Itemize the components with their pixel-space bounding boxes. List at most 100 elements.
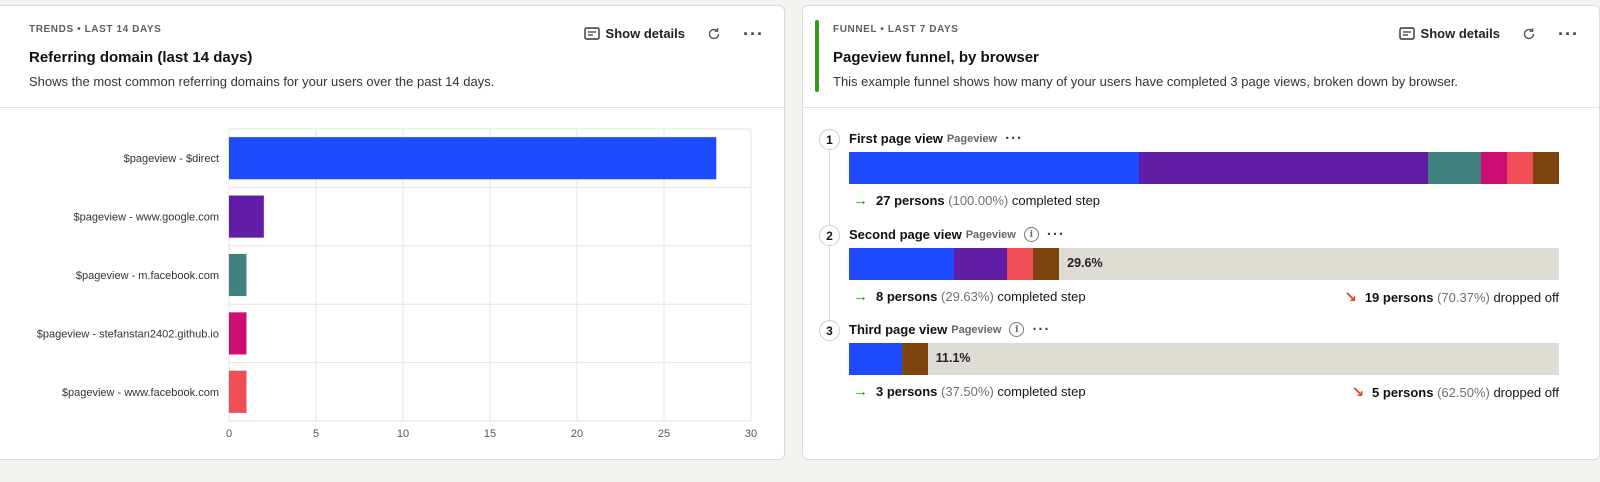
step-name: Third page view: [849, 322, 948, 337]
step-number: 2: [819, 225, 840, 246]
step-title[interactable]: First page view Pageview ···: [849, 129, 1024, 147]
trends-show-details-label: Show details: [605, 26, 686, 41]
funnel-show-details-button[interactable]: Show details: [1398, 26, 1501, 41]
completed-text: 3 persons (37.50%) completed step: [876, 384, 1086, 399]
trends-card-header: TRENDS • LAST 14 DAYS Referring domain (…: [0, 6, 784, 108]
funnel-bar[interactable]: [849, 248, 1559, 280]
dropped-percent: (62.50%): [1433, 384, 1490, 400]
funnel-refresh-button[interactable]: [1522, 27, 1536, 41]
referring-domain-chart: 0 5 10 15 20 25 30 $pageview - $direct $pageview…: [0, 109, 784, 459]
funnel-bar-segment: [1006, 248, 1033, 280]
y-category-label: $pageview - www.facebook.com: [62, 387, 219, 399]
x-tick-label: 25: [658, 428, 670, 440]
funnel-bar-segment: [849, 343, 902, 375]
funnel-description: This example funnel shows how many of yo…: [833, 74, 1459, 89]
trends-description: Shows the most common referring domains …: [29, 74, 495, 89]
step-title[interactable]: Third page view Pageview i ···: [849, 322, 1050, 337]
funnel-bar-segment: [849, 248, 955, 280]
completed-stat: → 8 persons (29.63%) completed step: [853, 288, 1086, 305]
y-category-label: $pageview - www.google.com: [73, 212, 219, 224]
info-icon[interactable]: i: [1023, 227, 1039, 242]
y-category-label: $pageview - $direct: [124, 153, 219, 165]
completed-percent: (100.00%): [944, 193, 1009, 208]
bar: [228, 136, 717, 180]
dropped-percent: (70.37%): [1433, 289, 1490, 305]
bar: [228, 370, 247, 414]
x-tick-label: 15: [484, 428, 496, 440]
details-icon: [1398, 27, 1415, 40]
dropped-stat: ↘ 19 persons (70.37%) dropped off: [1344, 288, 1559, 306]
funnel-eyebrow: FUNNEL • LAST 7 DAYS: [833, 24, 959, 35]
bar: [228, 253, 247, 297]
trends-eyebrow: TRENDS • LAST 14 DAYS: [29, 24, 162, 35]
dropped-count: 5 persons: [1372, 384, 1434, 400]
dropped-label: dropped off: [1489, 384, 1559, 400]
completed-percent: (37.50%): [937, 384, 994, 399]
funnel-title[interactable]: Pageview funnel, by browser: [833, 49, 1039, 66]
funnel-bar-segment: [1032, 248, 1060, 280]
step-more-button[interactable]: ···: [1046, 225, 1065, 243]
bar: [228, 311, 247, 355]
completed-label: completed step: [993, 384, 1086, 399]
trends-show-details-button[interactable]: Show details: [583, 26, 686, 41]
step-event: Pageview: [946, 132, 998, 145]
x-tick-label: 30: [745, 428, 757, 440]
details-icon: [583, 27, 600, 40]
completed-label: completed step: [1008, 193, 1101, 208]
x-tick-label: 5: [313, 428, 319, 440]
step-event: Pageview: [965, 228, 1016, 241]
funnel-bar-segment: [1480, 152, 1507, 184]
trends-title[interactable]: Referring domain (last 14 days): [29, 49, 253, 66]
funnel-bar[interactable]: [849, 343, 1559, 375]
step-more-button[interactable]: ···: [1005, 129, 1024, 147]
completed-percent: (29.63%): [937, 289, 994, 304]
bar: [228, 195, 265, 239]
bar-chart-svg: 0 5 10 15 20 25 30 $pageview - $direct $pageview…: [37, 128, 757, 440]
funnel-bar-segment: [849, 152, 1140, 184]
info-icon[interactable]: i: [1009, 322, 1025, 337]
step-title[interactable]: Second page view Pageview i ···: [849, 227, 1065, 242]
refresh-icon: [1523, 27, 1535, 39]
trends-more-button[interactable]: ···: [743, 23, 764, 44]
step-number: 1: [819, 129, 840, 150]
funnel-card: FUNNEL • LAST 7 DAYS Pageview funnel, by…: [802, 5, 1600, 460]
arrow-right-icon: →: [853, 383, 868, 400]
funnel-bar-segment: [1428, 152, 1481, 184]
trends-card: TRENDS • LAST 14 DAYS Referring domain (…: [0, 5, 785, 460]
completed-stat: → 3 persons (37.50%) completed step: [853, 383, 1086, 400]
funnel-more-button[interactable]: ···: [1558, 23, 1579, 44]
completed-stat: → 27 persons (100.00%) completed step: [853, 192, 1100, 209]
completed-text: 8 persons (29.63%) completed step: [876, 289, 1086, 304]
dropped-stat: ↘ 5 persons (62.50%) dropped off: [1351, 383, 1559, 401]
funnel-bar-percent: 29.6%: [1067, 256, 1103, 270]
step-name: Second page view: [849, 227, 962, 242]
funnel-bar-segment: [954, 248, 1007, 280]
step-more-button[interactable]: ···: [1032, 320, 1051, 338]
completed-count: 27 persons: [876, 193, 945, 208]
dropped-text: 19 persons (70.37%) dropped off: [1365, 290, 1559, 305]
completed-text: 27 persons (100.00%) completed step: [876, 193, 1100, 208]
x-tick-label: 20: [571, 428, 583, 440]
dropped-text: 5 persons (62.50%) dropped off: [1372, 385, 1559, 400]
funnel-bar-segment: [1139, 152, 1428, 184]
arrow-down-right-icon: ↘: [1351, 384, 1365, 401]
more-icon: ···: [743, 23, 764, 44]
funnel-accent-bar: [815, 20, 819, 92]
trends-refresh-button[interactable]: [707, 27, 721, 41]
funnel-card-header: FUNNEL • LAST 7 DAYS Pageview funnel, by…: [803, 6, 1599, 108]
completed-count: 3 persons: [876, 384, 938, 399]
funnel-bar[interactable]: [849, 152, 1559, 184]
refresh-icon: [708, 27, 720, 39]
more-icon: ···: [1558, 23, 1579, 44]
y-category-label: $pageview - m.facebook.com: [76, 270, 219, 282]
funnel-bar-segment: [1533, 152, 1559, 184]
x-tick-label: 0: [226, 428, 232, 440]
funnel-steps: 1 First page view Pageview ··· → 27 persons (…: [803, 109, 1599, 459]
funnel-show-details-label: Show details: [1420, 26, 1501, 41]
completed-count: 8 persons: [876, 289, 938, 304]
funnel-bar-segment: [901, 343, 928, 375]
step-number: 3: [819, 320, 840, 341]
funnel-bar-percent: 11.1%: [935, 351, 971, 365]
y-category-label: $pageview - stefanstan2402.github.io: [37, 328, 219, 340]
funnel-bar-segment: [1506, 152, 1534, 184]
